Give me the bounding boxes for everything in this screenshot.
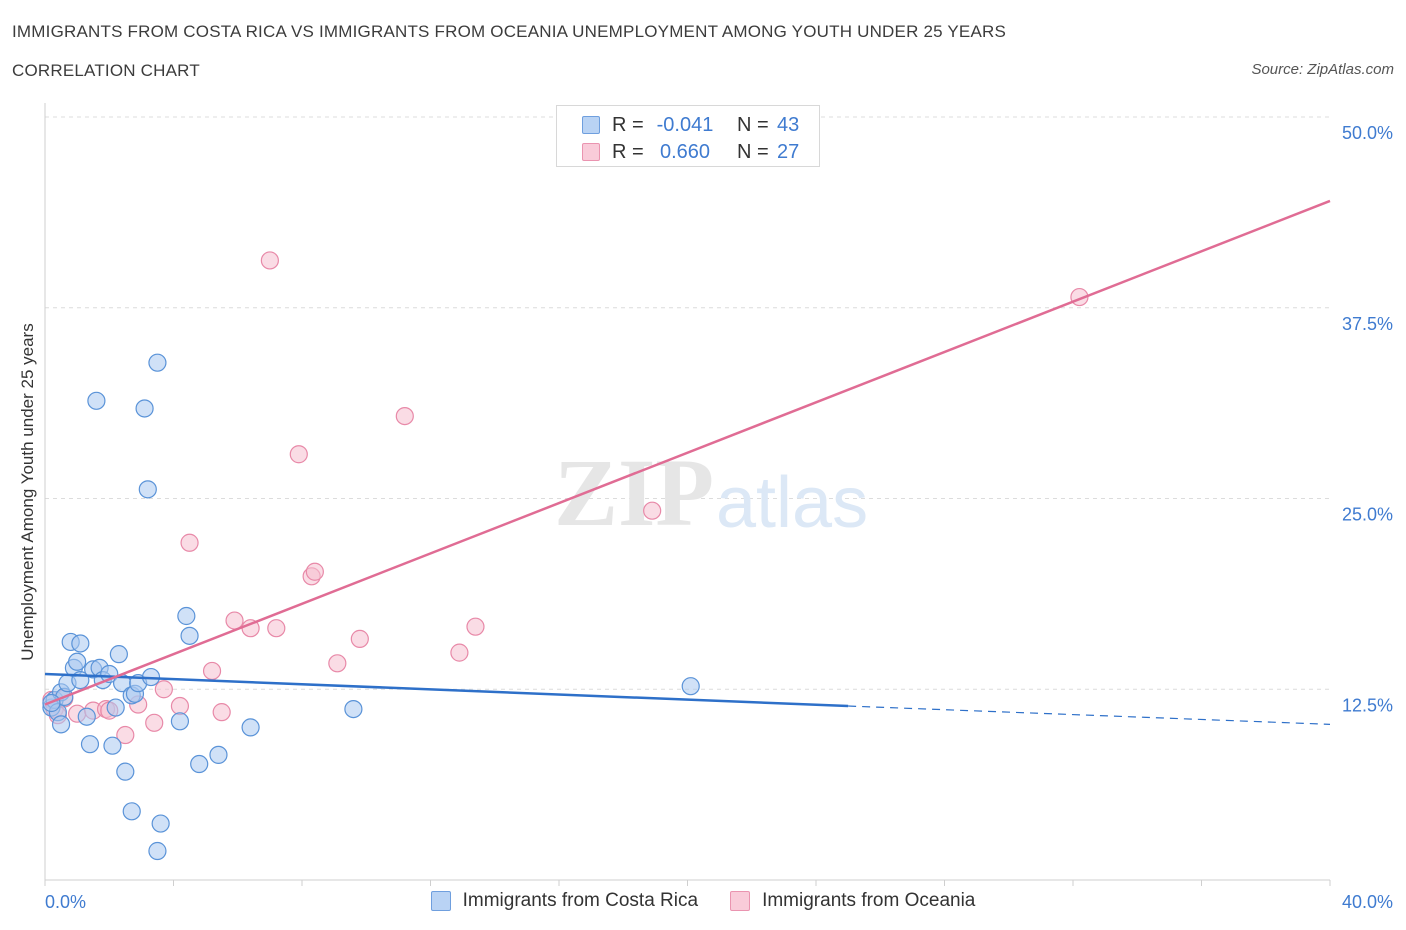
y-tick-label: 25.0% [1342,505,1393,525]
costa-rica-point [190,754,209,774]
oceania-point [328,654,347,673]
oceania-point [450,643,469,662]
oceania-swatch [582,143,600,161]
oceania-swatch [730,891,751,911]
oceania-trend-line [44,199,1331,706]
y-tick-label: 37.5% [1342,314,1393,334]
costa-rica-point [138,480,157,499]
x-tick-label: 40.0% [1342,892,1393,912]
costa-rica-point [106,698,125,717]
costa-rica-point [241,718,260,737]
costa-rica-point [122,802,141,821]
costa-rica-point [109,645,128,664]
costa-rica-point [68,652,87,671]
oceania-point [267,619,286,638]
n-value: 27 [777,140,800,163]
costa-rica-trend-line [44,672,849,708]
chart-subtitle: CORRELATION CHART [12,61,200,80]
costa-rica-point [77,707,96,726]
costa-rica-point [135,399,154,418]
costa-rica-point [80,735,100,754]
legend-label: Immigrants from Oceania [762,890,976,911]
source-credit: Source: ZipAtlas.com [1251,61,1394,78]
y-tick-label: 50.0% [1342,123,1393,143]
costa-rica-point [177,606,196,626]
oceania-point [289,445,308,464]
costa-rica-point [116,762,135,781]
y-axis-label: Unemployment Among Youth under 25 years [18,323,37,660]
n-label: N = [737,140,769,163]
oceania-point [145,713,164,732]
legend-item-oceania[interactable]: Immigrants from Oceania [730,890,975,912]
costa-rica-point [180,626,199,645]
watermark-zip: ZIP [554,439,714,546]
costa-rica-point [148,841,167,861]
grid-lines [45,116,1330,690]
x-tick-label: 0.0% [45,892,86,912]
costa-rica-point [103,736,122,755]
stats-row-oceania: R = 0.660 N = 27 [557,139,819,165]
costa-rica-point [170,712,190,731]
costa-rica-swatch [430,891,451,911]
data-points [42,251,1089,861]
costa-rica-point [51,715,71,734]
oceania-point [170,696,190,716]
r-value: 0.660 [659,140,711,163]
trend-lines [44,199,1331,725]
oceania-point [395,406,414,426]
costa-rica-point [151,814,170,833]
n-label: N = [737,113,769,136]
r-label: R = [612,113,644,136]
costa-rica-point [681,677,700,696]
legend-label: Immigrants from Costa Rica [462,890,699,911]
oceania-point [154,680,173,699]
x-tick-labels: 0.0% 40.0% [45,892,1393,912]
costa-rica-point [87,391,106,410]
axes [44,103,1331,886]
oceania-point [212,703,231,722]
oceania-point [350,629,369,648]
legend-item-costa-rica[interactable]: Immigrants from Costa Rica [430,890,699,912]
n-value: 43 [777,113,800,136]
costa-rica-point [209,745,228,764]
oceania-point [305,562,324,581]
y-tick-labels: 12.5% 25.0% 37.5% 50.0% [1342,123,1393,715]
y-tick-label: 12.5% [1342,695,1393,715]
correlation-stats-box: R = -0.041 N = 43 R = 0.660 N = 27 [556,105,820,167]
oceania-point [202,661,222,681]
r-value: -0.041 [656,113,714,136]
costa-rica-point [148,353,167,372]
oceania-point [116,725,135,745]
watermark: ZIP atlas [554,439,868,546]
oceania-point [180,533,199,552]
oceania-point [225,611,244,630]
chart-legend: Immigrants from Costa Rica Immigrants fr… [0,890,1406,912]
stats-row-costa-rica: R = -0.041 N = 43 [557,112,819,138]
oceania-point [260,251,279,270]
costa-rica-swatch [582,116,600,134]
oceania-point [466,617,485,636]
costa-rica-point [344,699,363,719]
watermark-atlas: atlas [716,463,868,543]
costa-rica-trend-extension [848,705,1331,725]
costa-rica-point [71,634,90,653]
r-label: R = [612,140,644,163]
oceania-point [643,501,662,520]
chart-title: IMMIGRANTS FROM COSTA RICA VS IMMIGRANTS… [12,22,1007,41]
